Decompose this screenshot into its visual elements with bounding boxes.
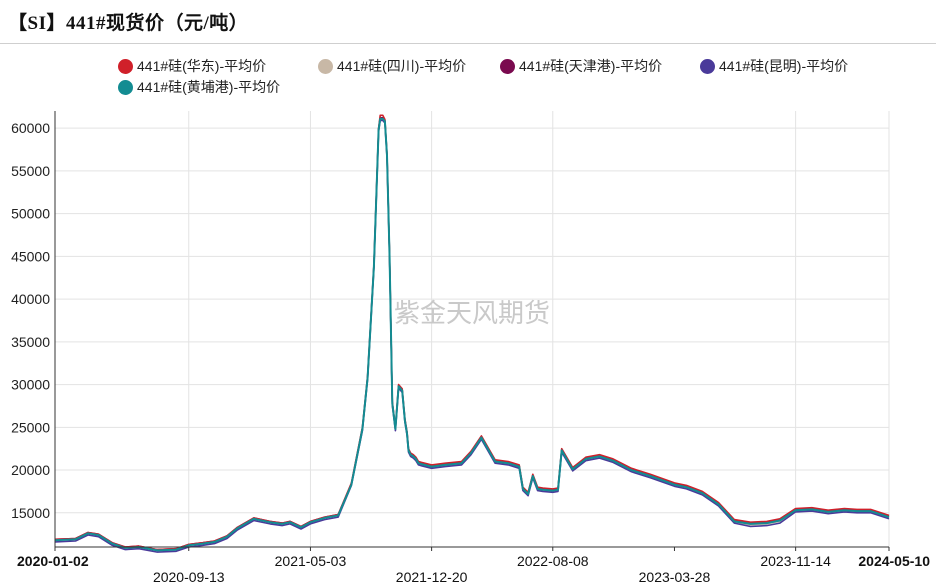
x-tick-label: 2021-05-03 bbox=[275, 553, 347, 569]
x-tick-label: 2020-01-02 bbox=[17, 553, 89, 569]
series-line-0 bbox=[54, 114, 890, 551]
y-tick-label: 60000 bbox=[11, 120, 50, 136]
y-tick-label: 55000 bbox=[11, 163, 50, 179]
legend-item-sichuan[interactable]: 441#硅(四川)-平均价 bbox=[318, 56, 466, 76]
legend-label-huangpu: 441#硅(黄埔港)-平均价 bbox=[137, 79, 281, 95]
series-line-2 bbox=[54, 117, 890, 551]
x-tick-label: 2023-11-14 bbox=[760, 553, 831, 569]
y-tick-label: 50000 bbox=[11, 206, 50, 222]
series-line-1 bbox=[54, 118, 890, 552]
page-title: 【SI】441#现货价（元/吨） bbox=[8, 13, 249, 34]
y-tick-label: 45000 bbox=[11, 248, 50, 264]
series-layer bbox=[54, 114, 890, 553]
chart-grid bbox=[55, 111, 890, 547]
legend-item-kunming[interactable]: 441#硅(昆明)-平均价 bbox=[700, 56, 848, 76]
legend-item-huangpu[interactable]: 441#硅(黄埔港)-平均价 bbox=[118, 77, 280, 97]
legend-label-sichuan: 441#硅(四川)-平均价 bbox=[337, 58, 467, 74]
y-tick-label: 40000 bbox=[11, 291, 50, 307]
watermark: 紫金天风期货 bbox=[394, 298, 550, 328]
legend-swatch-huangpu bbox=[118, 79, 133, 95]
legend-item-tianjin[interactable]: 441#硅(天津港)-平均价 bbox=[500, 56, 662, 76]
legend-swatch-sichuan bbox=[318, 58, 333, 74]
y-tick-label: 30000 bbox=[11, 377, 50, 393]
series-line-4 bbox=[54, 117, 890, 552]
x-tick-label: 2021-12-20 bbox=[396, 569, 468, 584]
x-tick-label: 2020-09-13 bbox=[153, 569, 225, 584]
legend-swatch-tianjin bbox=[500, 58, 515, 74]
y-tick-label: 25000 bbox=[11, 419, 50, 435]
legend-swatch-huadong bbox=[118, 58, 133, 74]
y-tick-label: 20000 bbox=[11, 462, 50, 478]
chart-axes: 15000 20000 25000 30000 35000 40000 45000 50000… bbox=[11, 111, 930, 584]
legend-label-kunming: 441#硅(昆明)-平均价 bbox=[719, 58, 849, 74]
legend-swatch-kunming bbox=[700, 58, 715, 74]
y-tick-label: 35000 bbox=[11, 334, 50, 350]
legend-label-huadong: 441#硅(华东)-平均价 bbox=[137, 58, 267, 74]
title-divider bbox=[0, 43, 936, 44]
x-tick-label: 2024-05-10 bbox=[858, 553, 930, 569]
x-tick-label: 2022-08-08 bbox=[517, 553, 589, 569]
legend-item-huadong[interactable]: 441#硅(华东)-平均价 bbox=[118, 56, 266, 76]
legend-label-tianjin: 441#硅(天津港)-平均价 bbox=[519, 58, 663, 74]
y-tick-label: 15000 bbox=[11, 505, 50, 521]
series-line-3 bbox=[54, 119, 890, 553]
x-tick-label: 2023-03-28 bbox=[639, 569, 711, 584]
